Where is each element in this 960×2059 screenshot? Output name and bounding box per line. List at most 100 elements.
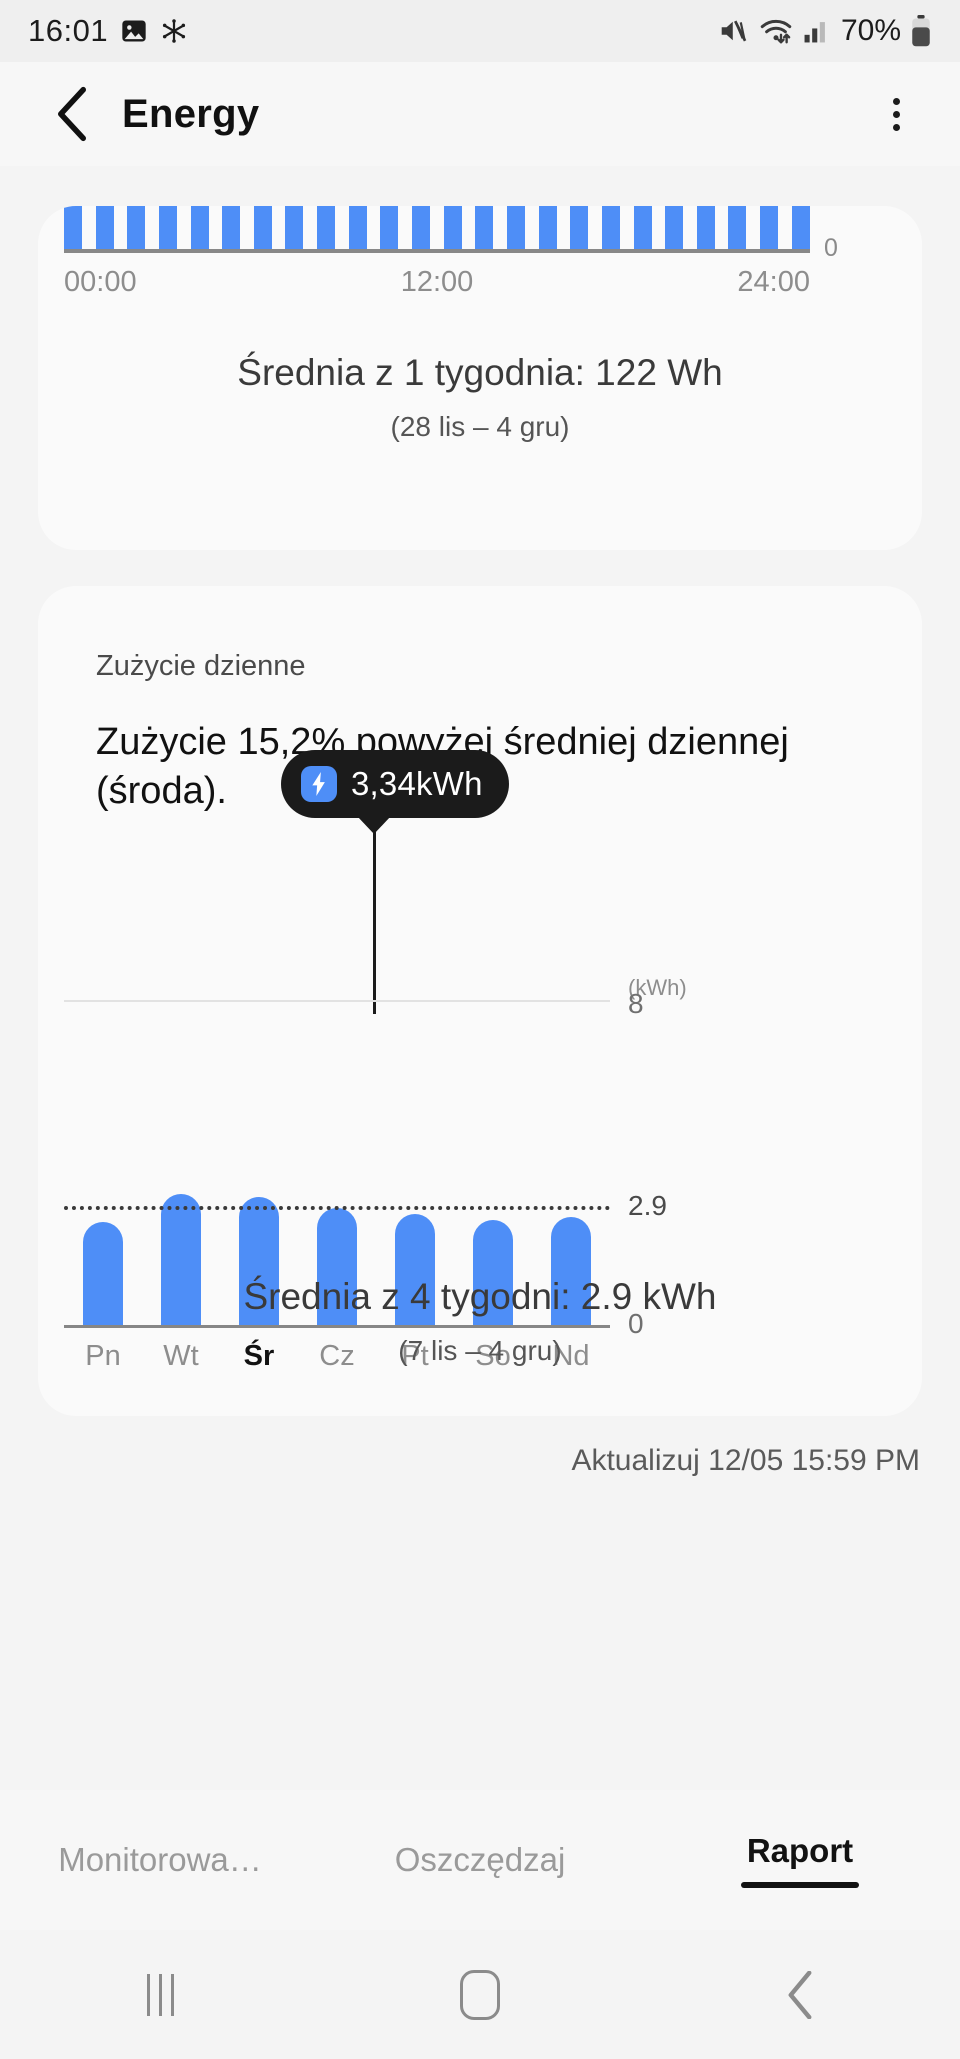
hourly-bar <box>791 206 810 250</box>
hourly-tick-label: 24:00 <box>737 266 810 298</box>
tab-label: Raport <box>746 1832 854 1869</box>
tab-label: Monitorowa… <box>58 1841 262 1878</box>
day-label-pn[interactable]: Pn <box>85 1340 121 1372</box>
hourly-axis-zero-label: 0 <box>824 234 838 262</box>
hourly-bar <box>601 206 620 250</box>
tooltip-value: 3,34kWh <box>351 765 483 802</box>
hourly-bar <box>443 206 462 250</box>
bar-column-pn[interactable] <box>75 976 131 1328</box>
status-bar: 16:01 70% <box>0 0 960 62</box>
hourly-bar <box>317 206 336 250</box>
bar-sr <box>239 1197 279 1328</box>
more-vertical-icon-dot <box>892 110 900 118</box>
bar-column-pt[interactable] <box>387 976 443 1328</box>
bar-column-cz[interactable] <box>309 976 365 1328</box>
hourly-bar <box>64 206 82 250</box>
status-time: 16:01 <box>28 13 109 48</box>
hourly-usage-chart: 0 00:00 12:00 24:00 <box>38 206 922 298</box>
daily-bars <box>64 976 610 1328</box>
hourly-bar <box>570 206 589 250</box>
bar-cz <box>317 1208 357 1328</box>
tooltip-pill: 3,34kWh <box>281 750 509 834</box>
tab-label: Oszczędzaj <box>394 1841 566 1878</box>
tooltip-stem <box>373 818 376 1014</box>
back-button[interactable] <box>36 78 108 150</box>
bolt-icon <box>301 766 337 802</box>
recents-button[interactable] <box>0 1930 320 2059</box>
daily-usage-label: Zużycie dzienne <box>96 650 306 682</box>
hourly-bar <box>222 206 241 250</box>
day-label-so[interactable]: So <box>475 1340 511 1372</box>
more-vertical-icon-dot <box>892 123 900 131</box>
four-week-average-text: Średnia z 4 tygodni: 2.9 kWh <box>243 1276 717 1317</box>
hourly-bar <box>760 206 779 250</box>
bar-so <box>473 1220 513 1328</box>
daily-usage-chart: (kWh) 8 2.9 0 Pn Wt Ś <box>38 916 922 1372</box>
scroll-content[interactable]: 0 00:00 12:00 24:00 Średnia z 1 tygodnia… <box>0 166 960 1790</box>
app-bar: Energy <box>0 62 960 166</box>
hourly-bar <box>506 206 525 250</box>
battery-percent: 70% <box>840 14 901 47</box>
value-tooltip: 3,34kWh <box>281 750 509 834</box>
day-label-cz[interactable]: Cz <box>319 1340 355 1372</box>
day-label-sr[interactable]: Śr <box>243 1340 275 1372</box>
hourly-bar <box>728 206 747 250</box>
day-label-pt[interactable]: Pt <box>401 1340 429 1372</box>
y-axis-tick-average: 2.9 <box>628 1190 667 1221</box>
hourly-usage-card[interactable]: 0 00:00 12:00 24:00 Średnia z 1 tygodnia… <box>38 206 922 550</box>
tab-monitorowanie[interactable]: Monitorowa… <box>0 1841 320 1879</box>
bar-nd <box>551 1217 591 1328</box>
y-axis-unit-label: (kWh) <box>628 975 687 1000</box>
more-options-button[interactable] <box>866 84 926 144</box>
hourly-bar <box>696 206 715 250</box>
y-axis-tick-8: 8 <box>628 988 644 1019</box>
hourly-bar <box>348 206 367 250</box>
bar-column-nd[interactable] <box>543 976 599 1328</box>
nav-back-button[interactable] <box>640 1930 960 2059</box>
bar-pt <box>395 1214 435 1328</box>
bar-column-so[interactable] <box>465 976 521 1328</box>
last-updated-text: Aktualizuj 12/05 15:59 PM <box>571 1444 920 1477</box>
hourly-bar <box>190 206 209 250</box>
bar-column-wt[interactable] <box>153 976 209 1328</box>
back-chevron-icon <box>788 1970 812 2019</box>
hourly-tick-label: 00:00 <box>64 266 137 298</box>
wifi-icon <box>759 16 793 46</box>
hourly-bar <box>380 206 399 250</box>
status-bar-right: 70% <box>718 14 932 48</box>
weekly-average-range: (28 lis – 4 gru) <box>390 411 570 442</box>
hourly-bar <box>285 206 304 250</box>
chart-baseline <box>64 1325 610 1328</box>
hourly-baseline <box>64 249 810 253</box>
tab-oszczedzaj[interactable]: Oszczędzaj <box>320 1841 640 1879</box>
battery-icon <box>910 15 932 47</box>
android-nav-bar <box>0 1930 960 2059</box>
snowflake-icon <box>160 17 188 45</box>
hourly-bar <box>95 206 114 250</box>
image-icon <box>120 17 148 45</box>
hourly-bar <box>412 206 431 250</box>
bar-wt <box>161 1194 201 1328</box>
average-dotted-line <box>64 1206 610 1210</box>
hourly-tick-label: 12:00 <box>400 266 474 298</box>
hourly-bar <box>475 206 494 250</box>
weekly-average-text: Średnia z 1 tygodnia: 122 Wh <box>237 352 723 393</box>
signal-icon <box>802 17 830 45</box>
page-title: Energy <box>122 91 260 136</box>
tab-active-underline <box>741 1882 859 1888</box>
day-label-wt[interactable]: Wt <box>163 1340 199 1372</box>
bar-column-sr[interactable] <box>231 976 287 1328</box>
day-label-nd[interactable]: Nd <box>552 1340 590 1372</box>
y-axis-tick-0: 0 <box>628 1308 644 1339</box>
chevron-left-icon <box>58 86 86 142</box>
hourly-bar <box>158 206 177 250</box>
home-button[interactable] <box>320 1930 640 2059</box>
hourly-bar <box>665 206 684 250</box>
hourly-axis-ticks: 00:00 12:00 24:00 <box>64 266 810 299</box>
hourly-bar <box>253 206 272 250</box>
daily-usage-card[interactable]: Zużycie dzienne Zużycie 15,2% powyżej śr… <box>38 586 922 1416</box>
tab-raport[interactable]: Raport <box>640 1832 960 1888</box>
status-bar-left: 16:01 <box>28 13 188 49</box>
bar-pn <box>83 1222 123 1328</box>
